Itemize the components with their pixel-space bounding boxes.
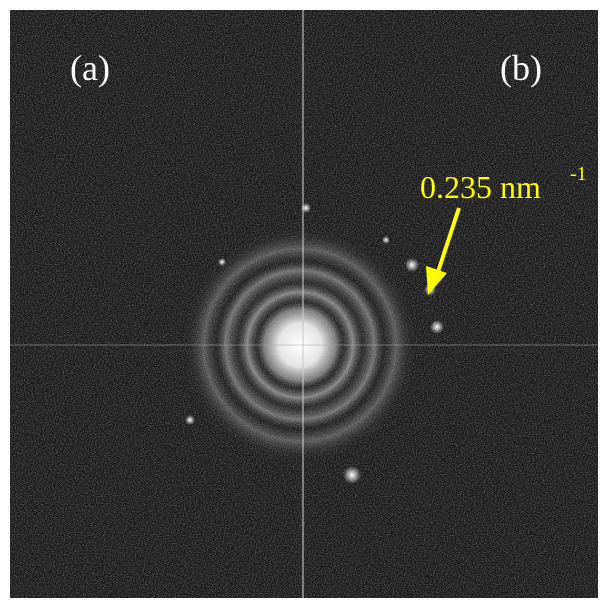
annotation: 0.235 nm	[420, 169, 541, 205]
fft-image: (a) (b) 0.235 nm -1	[0, 0, 608, 609]
panel-label: (a)	[70, 48, 110, 88]
annotation-superscript: -1	[570, 163, 587, 185]
panel-label: (b)	[500, 48, 542, 88]
